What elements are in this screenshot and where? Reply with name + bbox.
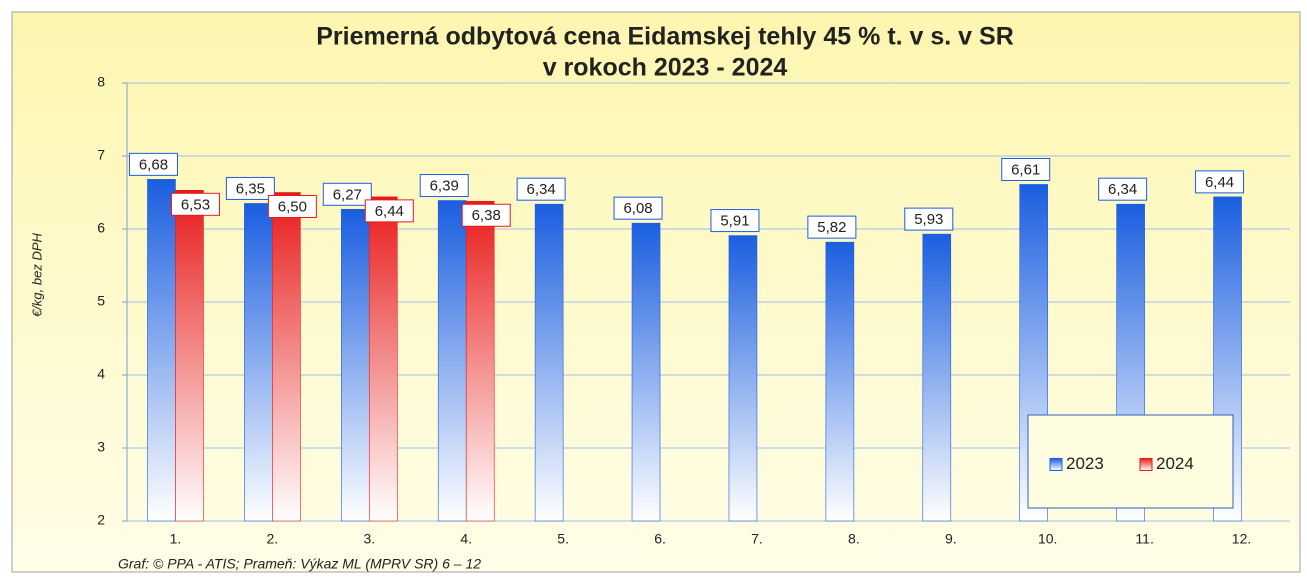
legend-label: 2024 [1156, 454, 1194, 473]
y-tick-label: 8 [97, 74, 105, 90]
value-label-box [1001, 157, 1051, 181]
bar [244, 203, 273, 522]
y-tick-label: 4 [97, 366, 105, 382]
value-label-box [710, 209, 760, 233]
value-label: 6,50 [278, 198, 307, 215]
bar [147, 179, 176, 522]
value-label-box [128, 152, 178, 176]
source-note: Graf: © PPA - ATIS; Prameň: Výkaz ML (MP… [118, 556, 481, 572]
value-label: 6,39 [430, 177, 459, 194]
x-tick-label: 2. [267, 531, 279, 547]
value-label: 6,53 [181, 196, 210, 213]
value-label: 6,68 [139, 156, 168, 173]
value-label: 6,27 [333, 186, 362, 203]
value-label: 5,82 [817, 219, 846, 236]
bar [922, 233, 952, 522]
value-label: 6,34 [1108, 181, 1137, 198]
value-label-box [267, 195, 317, 218]
x-tick-label: 4. [460, 531, 472, 547]
value-label-box [364, 199, 414, 223]
legend-swatch [1049, 458, 1063, 471]
y-tick-label: 2 [97, 512, 105, 528]
value-label-box [613, 196, 663, 220]
legend-label: 2023 [1066, 454, 1104, 473]
value-label-box [1195, 170, 1245, 194]
x-tick-label: 11. [1135, 531, 1153, 547]
value-label: 5,91 [720, 213, 749, 230]
y-tick-label: 6 [97, 220, 105, 236]
value-label-box [170, 192, 220, 216]
x-tick-label: 6. [654, 531, 666, 547]
bar [368, 196, 398, 522]
value-label: 6,08 [623, 200, 652, 217]
value-label-box [516, 177, 566, 201]
x-tick-label: 12. [1232, 531, 1251, 547]
chart-title: Priemerná odbytová cena Eidamskej tehly … [316, 23, 1014, 51]
chart-subtitle: v rokoch 2023 - 2024 [543, 54, 788, 82]
y-tick-label: 5 [97, 293, 105, 309]
value-label-box [225, 176, 275, 200]
x-tick-label: 8. [848, 531, 860, 547]
value-label-box [1098, 177, 1148, 201]
x-tick-label: 1. [170, 531, 182, 547]
y-tick-label: 7 [97, 147, 105, 163]
x-tick-label: 10. [1038, 531, 1057, 547]
bar [631, 222, 661, 522]
value-label-box [807, 215, 857, 239]
x-tick-label: 5. [557, 531, 569, 547]
value-label: 6,44 [375, 203, 404, 220]
value-label: 6,44 [1205, 174, 1234, 191]
value-label: 6,35 [236, 180, 265, 197]
value-label: 5,93 [914, 211, 943, 228]
value-label-box [904, 207, 954, 231]
bar [728, 235, 758, 522]
value-label: 6,38 [472, 207, 501, 224]
y-tick-label: 3 [97, 439, 105, 455]
x-tick-label: 3. [363, 531, 375, 547]
legend-swatch [1139, 458, 1153, 471]
value-label-box [419, 174, 469, 198]
value-label: 6,61 [1011, 161, 1040, 178]
x-tick-label: 7. [751, 531, 763, 547]
value-label-box [461, 203, 511, 227]
bar [340, 208, 370, 522]
bar [534, 203, 564, 522]
y-axis-label: €/kg, bez DPH [29, 232, 44, 316]
bar [175, 190, 204, 522]
value-label: 6,34 [527, 181, 556, 198]
bar [437, 200, 467, 522]
bar [465, 200, 495, 522]
value-label-box [322, 182, 372, 206]
x-tick-label: 9. [945, 531, 957, 547]
bar [272, 192, 301, 522]
bar [825, 241, 855, 522]
